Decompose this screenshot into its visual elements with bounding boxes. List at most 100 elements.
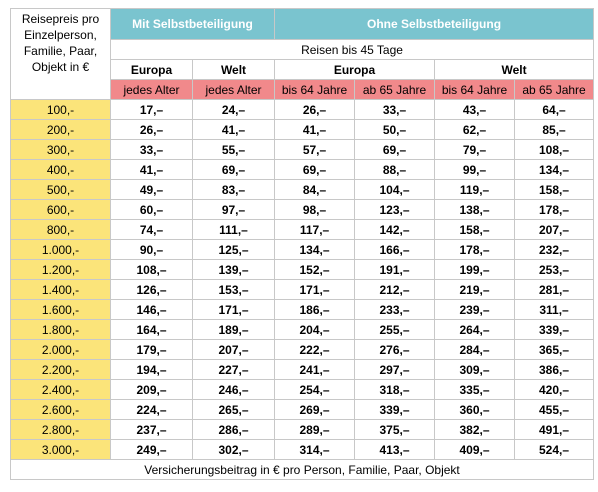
premium-cell: 209,–: [110, 379, 193, 400]
premium-cell: 158,–: [514, 179, 595, 200]
travel-price-cell: 200,-: [10, 119, 111, 140]
premium-cell: 255,–: [354, 319, 436, 340]
premium-cell: 314,–: [274, 439, 356, 460]
travel-price-cell: 1.400,-: [10, 279, 111, 300]
group-without-deductible: Ohne Selbstbeteiligung: [274, 8, 595, 40]
price-table-container: Reisepreis pro Einzelperson, Familie, Pa…: [9, 8, 595, 480]
age-jedes-alter-2: jedes Alter: [191, 79, 276, 100]
premium-cell: 382,–: [434, 419, 516, 440]
premium-cell: 57,–: [274, 139, 356, 160]
premium-cell: 179,–: [110, 339, 193, 360]
premium-cell: 41,–: [110, 159, 193, 180]
premium-cell: 286,–: [191, 419, 276, 440]
age-bis-64-welt: bis 64 Jahre: [434, 79, 516, 100]
premium-cell: 50,–: [354, 119, 436, 140]
premium-cell: 152,–: [274, 259, 356, 280]
table-row: 1.400,- 126,– 153,– 171,– 212,– 219,– 281,–: [10, 279, 595, 300]
premium-cell: 246,–: [191, 379, 276, 400]
premium-cell: 69,–: [274, 159, 356, 180]
premium-cell: 88,–: [354, 159, 436, 180]
premium-cell: 239,–: [434, 299, 516, 320]
premium-cell: 265,–: [191, 399, 276, 420]
premium-cell: 153,–: [191, 279, 276, 300]
footer-row: Versicherungsbeitrag in € pro Person, Fa…: [9, 459, 595, 480]
region-welt-with: Welt: [191, 59, 276, 80]
premium-cell: 335,–: [434, 379, 516, 400]
premium-cell: 524,–: [514, 439, 595, 460]
premium-cell: 233,–: [354, 299, 436, 320]
age-ab-65-europa: ab 65 Jahre: [354, 79, 436, 100]
premium-cell: 386,–: [514, 359, 595, 380]
premium-cell: 134,–: [274, 239, 356, 260]
premium-cell: 281,–: [514, 279, 595, 300]
premium-cell: 191,–: [354, 259, 436, 280]
premium-cell: 237,–: [110, 419, 193, 440]
premium-cell: 241,–: [274, 359, 356, 380]
travel-price-cell: 2.200,-: [10, 359, 111, 380]
table-row: 600,- 60,– 97,– 98,– 123,– 138,– 178,–: [10, 199, 595, 220]
travel-price-cell: 2.800,-: [10, 419, 111, 440]
table-row: 400,- 41,– 69,– 69,– 88,– 99,– 134,–: [10, 159, 595, 180]
travel-price-cell: 2.600,-: [10, 399, 111, 420]
travel-price-cell: 600,-: [10, 199, 111, 220]
table-row: 3.000,- 249,– 302,– 314,– 413,– 409,– 524,–: [10, 439, 595, 460]
premium-cell: 207,–: [191, 339, 276, 360]
travel-price-cell: 800,-: [10, 219, 111, 240]
age-ab-65-welt: ab 65 Jahre: [514, 79, 595, 100]
premium-cell: 41,–: [191, 119, 276, 140]
premium-cell: 249,–: [110, 439, 193, 460]
premium-cell: 189,–: [191, 319, 276, 340]
duration-label: Reisen bis 45 Tage: [109, 39, 595, 60]
premium-cell: 360,–: [434, 399, 516, 420]
premium-cell: 146,–: [110, 299, 193, 320]
premium-cell: 224,–: [110, 399, 193, 420]
premium-cell: 269,–: [274, 399, 356, 420]
premium-cell: 26,–: [110, 119, 193, 140]
premium-cell: 104,–: [354, 179, 436, 200]
corner-label: Reisepreis pro Einzelperson, Familie, Pa…: [10, 8, 111, 100]
travel-price-cell: 1.600,-: [10, 299, 111, 320]
header-row-ages: jedes Alter jedes Alter bis 64 Jahre ab …: [11, 79, 595, 100]
premium-cell: 83,–: [191, 179, 276, 200]
premium-cell: 254,–: [274, 379, 356, 400]
premium-cell: 375,–: [354, 419, 436, 440]
premium-cell: 117,–: [274, 219, 356, 240]
table-row: 2.200,- 194,– 227,– 241,– 297,– 309,– 386,–: [10, 359, 595, 380]
premium-cell: 302,–: [191, 439, 276, 460]
premium-cell: 41,–: [274, 119, 356, 140]
premium-cell: 17,–: [110, 99, 193, 120]
premium-cell: 199,–: [434, 259, 516, 280]
premium-cell: 134,–: [514, 159, 595, 180]
region-europa-without: Europa: [274, 59, 436, 80]
premium-cell: 123,–: [354, 199, 436, 220]
premium-cell: 111,–: [191, 219, 276, 240]
premium-cell: 339,–: [354, 399, 436, 420]
premium-cell: 219,–: [434, 279, 516, 300]
premium-cell: 43,–: [434, 99, 516, 120]
table-row: 2.400,- 209,– 246,– 254,– 318,– 335,– 420,–: [10, 379, 595, 400]
premium-cell: 55,–: [191, 139, 276, 160]
region-europa-with: Europa: [110, 59, 193, 80]
premium-cell: 455,–: [514, 399, 595, 420]
footer-note: Versicherungsbeitrag in € pro Person, Fa…: [9, 459, 595, 480]
table-row: 2.000,- 179,– 207,– 222,– 276,– 284,– 365,–: [10, 339, 595, 360]
premium-cell: 125,–: [191, 239, 276, 260]
premium-cell: 339,–: [514, 319, 595, 340]
premium-cell: 491,–: [514, 419, 595, 440]
premium-cell: 158,–: [434, 219, 516, 240]
premium-cell: 74,–: [110, 219, 193, 240]
table-row: 800,- 74,– 111,– 117,– 142,– 158,– 207,–: [10, 219, 595, 240]
table-row: 2.800,- 237,– 286,– 289,– 375,– 382,– 491,–: [10, 419, 595, 440]
premium-cell: 24,–: [191, 99, 276, 120]
premium-cell: 119,–: [434, 179, 516, 200]
premium-cell: 166,–: [354, 239, 436, 260]
table-row: 1.800,- 164,– 189,– 204,– 255,– 264,– 339,–: [10, 319, 595, 340]
premium-cell: 297,–: [354, 359, 436, 380]
premium-cell: 222,–: [274, 339, 356, 360]
premium-cell: 79,–: [434, 139, 516, 160]
premium-cell: 99,–: [434, 159, 516, 180]
premium-cell: 138,–: [434, 199, 516, 220]
premium-cell: 85,–: [514, 119, 595, 140]
premium-cell: 284,–: [434, 339, 516, 360]
premium-cell: 126,–: [110, 279, 193, 300]
